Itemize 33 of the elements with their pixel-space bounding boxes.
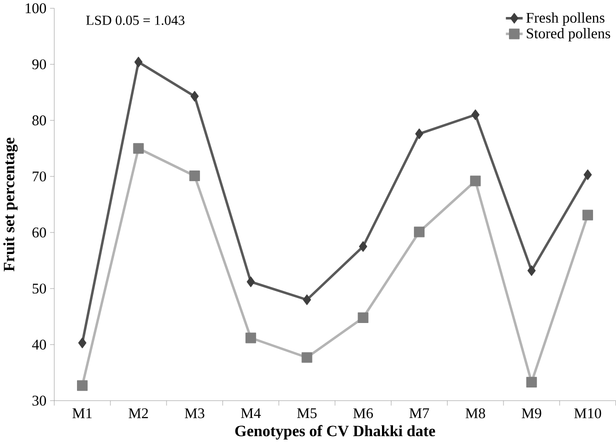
y-tick-label: 90: [32, 59, 46, 70]
annotation: LSD 0.05 = 1.043: [86, 16, 184, 26]
x-axis-title: Genotypes of CV Dhakki date: [235, 425, 436, 440]
y-tick-label: 100: [26, 3, 46, 14]
point: [302, 294, 312, 306]
y-tick-label: 50: [32, 284, 46, 294]
point: [134, 56, 143, 68]
point: [584, 170, 592, 180]
x-tick-label: M10: [574, 408, 602, 418]
point: [359, 241, 368, 252]
x-tick-label: M4: [240, 408, 261, 418]
x-tick-label: M7: [409, 408, 430, 418]
x-tick-label: M2: [128, 408, 148, 418]
legend-label: Fresh pollens: [526, 12, 604, 26]
x-tick-label: M8: [466, 408, 486, 418]
x-tick-label: M1: [72, 408, 92, 418]
y-axis-title: Fruit set percentage: [3, 138, 18, 272]
x-tick-label: M5: [297, 408, 317, 418]
y-tick-label: 80: [32, 115, 46, 126]
legend-label: Stored pollens: [526, 28, 610, 42]
point: [78, 338, 86, 348]
y-tick-label: 40: [32, 340, 46, 350]
point: [190, 91, 199, 102]
point: [471, 110, 480, 120]
point: [527, 265, 536, 276]
point: [246, 276, 255, 288]
x-tick-label: M3: [184, 408, 204, 418]
y-tick-label: 30: [32, 396, 46, 406]
point: [415, 128, 424, 140]
x-tick-label: M9: [522, 408, 542, 418]
y-tick-label: 60: [32, 228, 46, 238]
y-tick-label: 70: [32, 172, 46, 182]
x-tick-label: M6: [353, 408, 373, 418]
